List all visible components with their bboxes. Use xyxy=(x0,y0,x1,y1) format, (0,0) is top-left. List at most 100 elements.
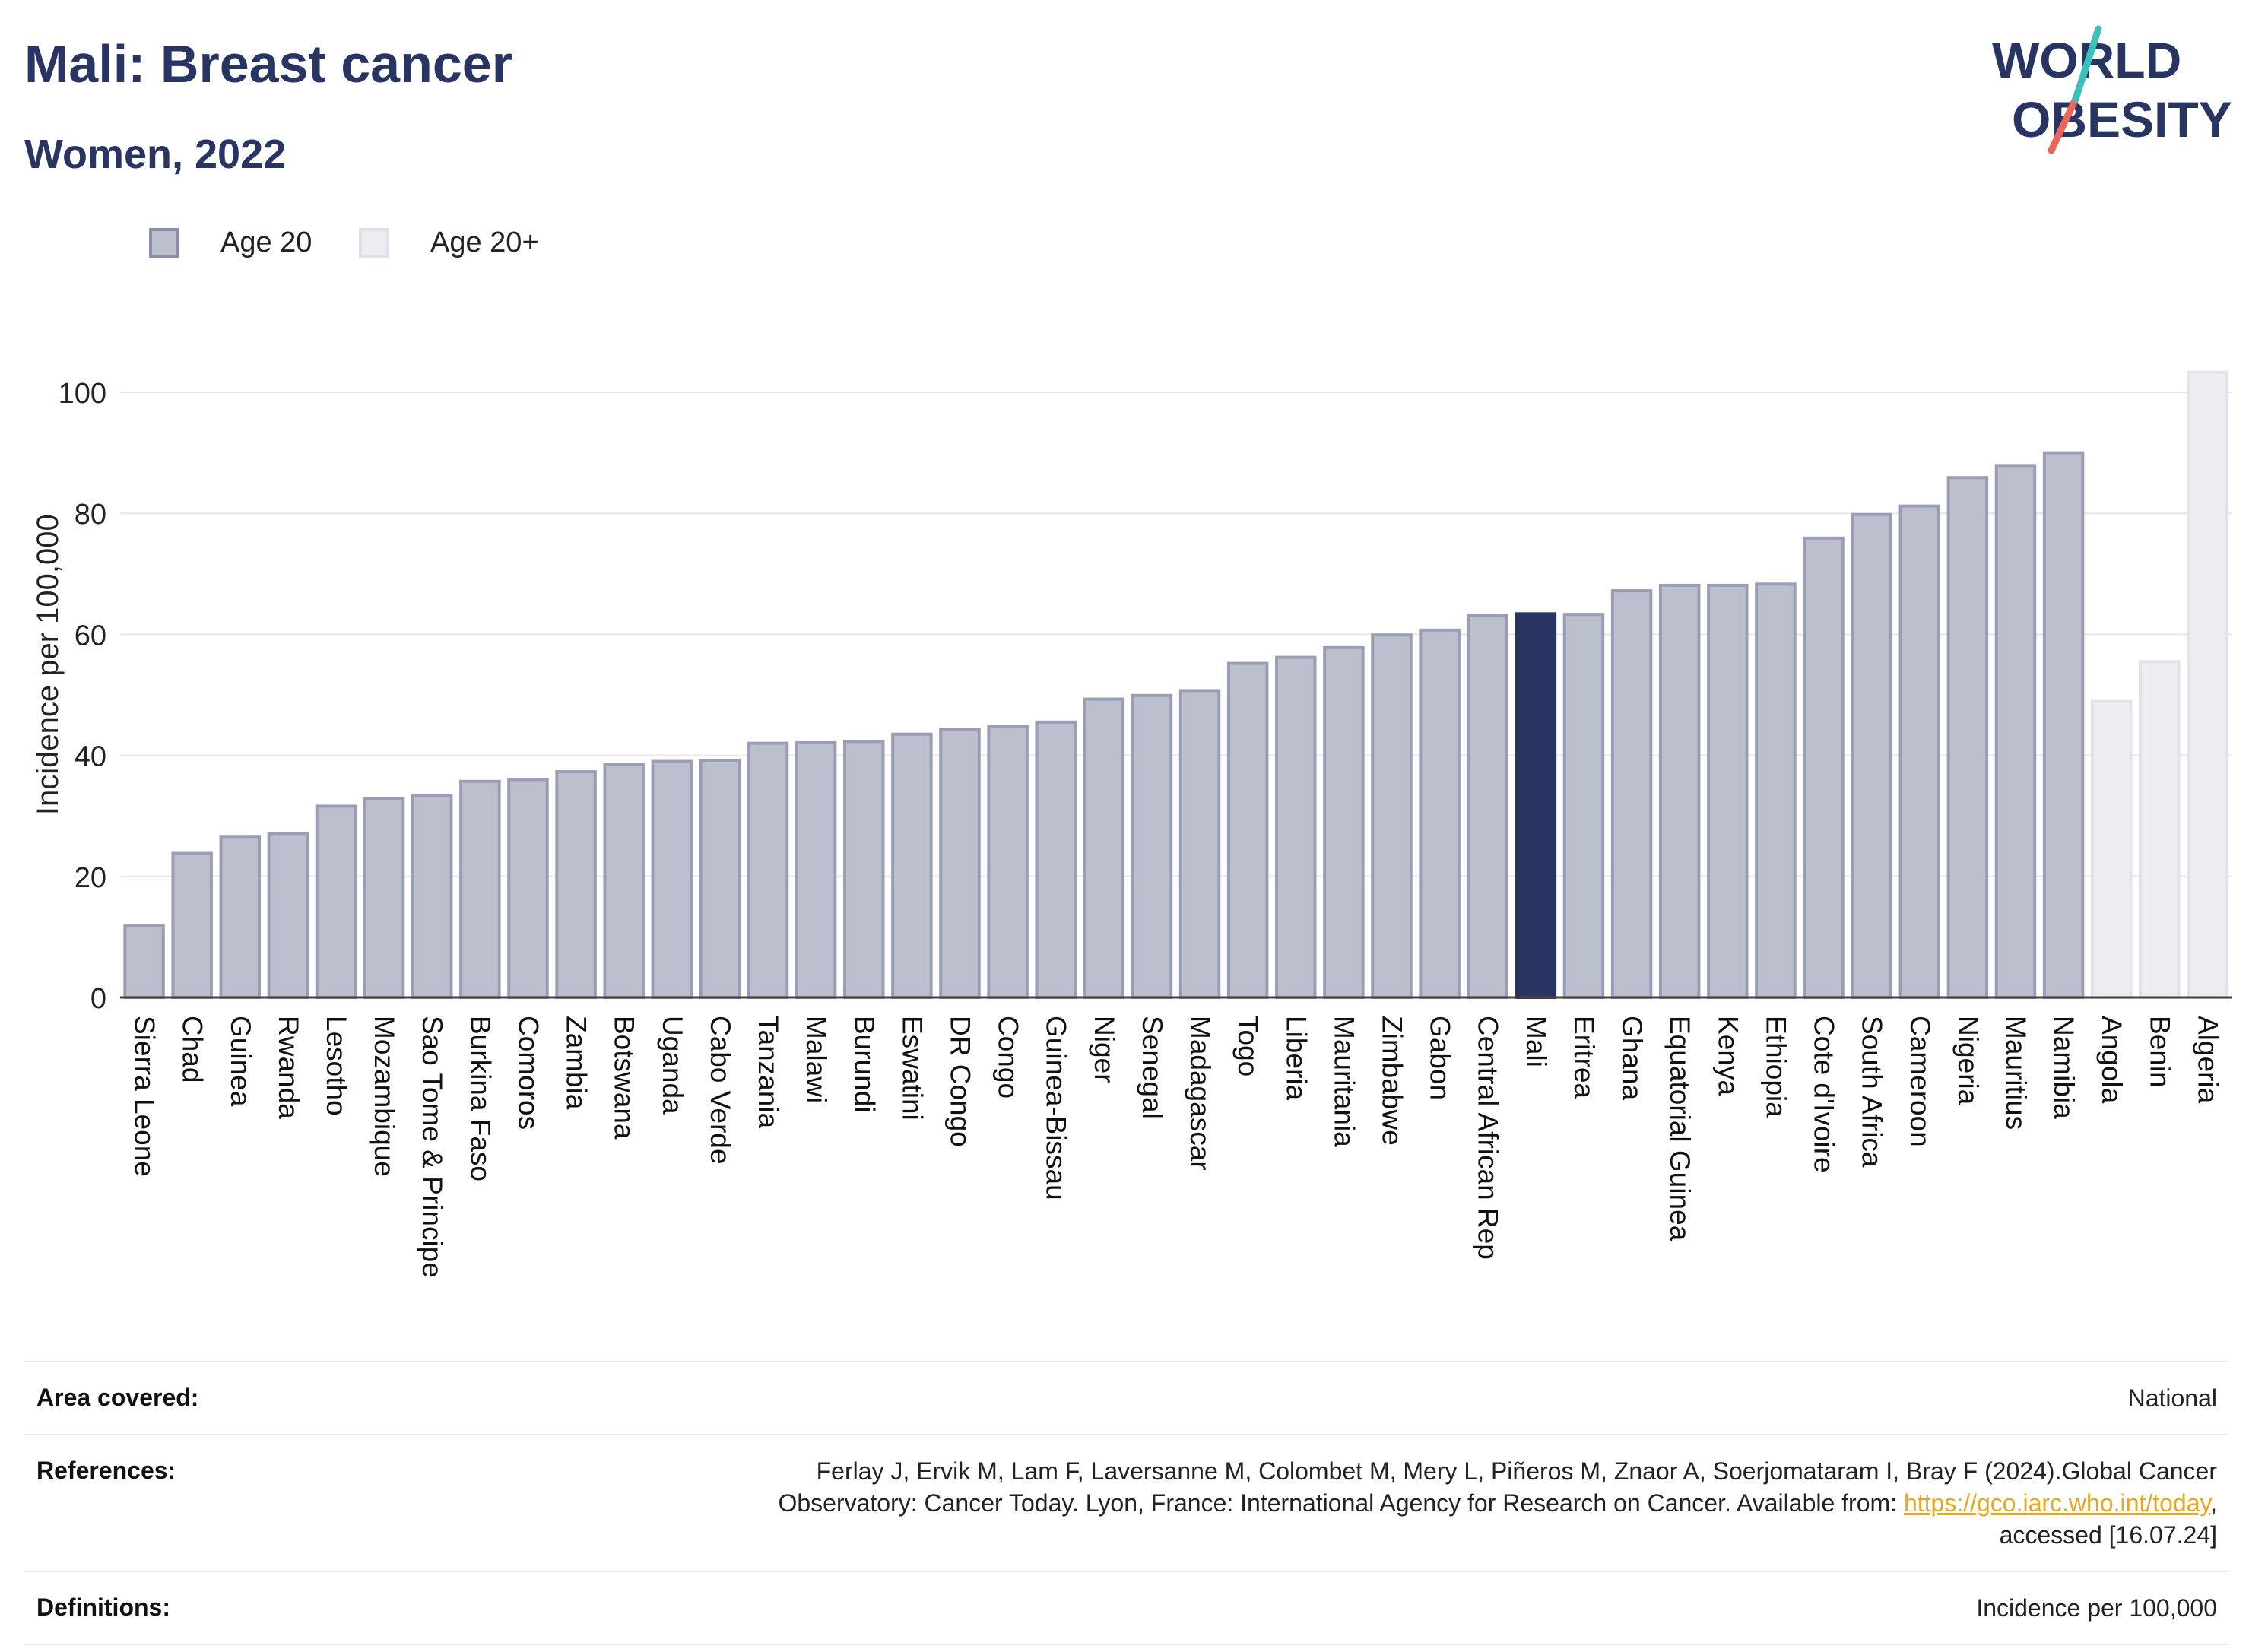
bar-mali[interactable] xyxy=(1515,612,1557,999)
x-tick-label-cameroon: Cameroon xyxy=(1905,1016,1936,1147)
x-tick-label-guinea-bissau: Guinea-Bissau xyxy=(1041,1016,1072,1200)
x-tick-label-gabon: Gabon xyxy=(1425,1016,1456,1100)
x-tick-label-central-african-rep: Central African Rep xyxy=(1473,1016,1504,1260)
bar-burkina-faso[interactable] xyxy=(459,779,501,999)
x-tick-label-chad: Chad xyxy=(177,1016,208,1083)
bar-ethiopia[interactable] xyxy=(1755,582,1797,1000)
y-tick-label-60: 60 xyxy=(75,620,106,652)
reference-line1: Ferlay J, Ervik M, Lam F, Laversanne M, … xyxy=(816,1457,2217,1485)
bar-zambia[interactable] xyxy=(555,770,597,999)
bar-guinea[interactable] xyxy=(219,835,262,999)
definitions-label: Definitions: xyxy=(36,1593,170,1621)
bar-botswana[interactable] xyxy=(603,763,645,999)
bar-central-african-rep[interactable] xyxy=(1467,614,1508,999)
reference-line3: accessed [16.07.24] xyxy=(1999,1521,2217,1549)
bar-madagascar[interactable] xyxy=(1178,689,1221,999)
bar-mauritania[interactable] xyxy=(1323,645,1365,999)
bar-congo[interactable] xyxy=(987,725,1029,1000)
x-tick-label-madagascar: Madagascar xyxy=(1185,1016,1216,1171)
x-tick-label-lesotho: Lesotho xyxy=(321,1016,352,1116)
x-tick-label-cabo-verde: Cabo Verde xyxy=(705,1016,736,1164)
legend-label-age-20: Age 20 xyxy=(220,227,312,258)
bar-equatorial-guinea[interactable] xyxy=(1658,583,1701,999)
bar-ghana[interactable] xyxy=(1610,589,1653,999)
bar-guinea-bissau[interactable] xyxy=(1035,720,1077,999)
area-value: National xyxy=(2127,1384,2217,1412)
y-tick-label-100: 100 xyxy=(59,378,106,410)
bar-sierra-leone[interactable] xyxy=(123,924,165,1000)
info-row-area: Area covered: National xyxy=(24,1361,2229,1434)
info-row-definitions: Definitions: Incidence per 100,000 xyxy=(24,1571,2229,1645)
bar-angola[interactable] xyxy=(2090,699,2133,999)
bar-nigeria[interactable] xyxy=(1946,476,1989,999)
y-tick-label-40: 40 xyxy=(75,741,106,773)
logo-line2: OBESITY xyxy=(2012,91,2232,147)
bar-mozambique[interactable] xyxy=(363,797,405,1000)
bar-cote-d-ivoire[interactable] xyxy=(1803,536,1845,999)
x-tick-label-benin: Benin xyxy=(2144,1016,2175,1088)
bar-dr-congo[interactable] xyxy=(939,728,981,999)
x-tick-label-malawi: Malawi xyxy=(801,1016,832,1103)
bar-senegal[interactable] xyxy=(1131,693,1173,1000)
legend-swatch-age-20-plus xyxy=(359,228,389,258)
y-tick-label-20: 20 xyxy=(75,862,106,894)
bar-namibia[interactable] xyxy=(2042,451,2085,1000)
x-tick-label-south-africa: South Africa xyxy=(1857,1016,1888,1168)
bar-chart: 0 20 40 60 80 100 Sierra Leone Chad Guinea Rwand… xyxy=(31,370,2232,1278)
page-subtitle: Women, 2022 xyxy=(24,132,287,177)
x-tick-label-mali: Mali xyxy=(1521,1016,1552,1067)
x-tick-label-uganda: Uganda xyxy=(657,1016,688,1115)
x-tick-label-eritrea: Eritrea xyxy=(1569,1016,1600,1099)
y-tick-label-80: 80 xyxy=(75,499,106,531)
bar-uganda[interactable] xyxy=(651,759,693,999)
x-tick-label-cote-d-ivoire: Cote d'Ivoire xyxy=(1809,1016,1840,1173)
legend-label-age-20-plus: Age 20+ xyxy=(430,227,539,258)
page-title: Mali: Breast cancer xyxy=(24,34,512,94)
x-tick-label-togo: Togo xyxy=(1232,1016,1264,1076)
bar-kenya[interactable] xyxy=(1707,583,1749,999)
references-label: References: xyxy=(36,1457,176,1484)
x-tick-label-zimbabwe: Zimbabwe xyxy=(1377,1016,1408,1146)
x-tick-label-dr-congo: DR Congo xyxy=(944,1016,975,1147)
x-tick-label-ghana: Ghana xyxy=(1616,1016,1648,1101)
x-tick-label-sierra-leone: Sierra Leone xyxy=(129,1016,160,1177)
x-tick-label-rwanda: Rwanda xyxy=(273,1016,304,1119)
bar-sao-tome-principe[interactable] xyxy=(411,794,453,999)
bar-gabon[interactable] xyxy=(1419,628,1461,999)
references-value: Ferlay J, Ervik M, Lam F, Laversanne M, … xyxy=(778,1457,2217,1549)
bar-malawi[interactable] xyxy=(795,740,837,999)
x-tick-label-comoros: Comoros xyxy=(512,1016,544,1130)
x-tick-label-liberia: Liberia xyxy=(1280,1016,1312,1100)
bar-burundi[interactable] xyxy=(843,740,885,999)
bar-cabo-verde[interactable] xyxy=(699,758,741,1000)
bar-togo[interactable] xyxy=(1226,661,1269,999)
x-tick-label-zambia: Zambia xyxy=(561,1016,592,1110)
bar-mauritius[interactable] xyxy=(1994,464,2037,1000)
bar-benin[interactable] xyxy=(2139,660,2181,999)
world-obesity-logo: WORLD OBESITY xyxy=(1992,25,2232,154)
bar-algeria[interactable] xyxy=(2187,370,2228,1000)
x-tick-label-kenya: Kenya xyxy=(1712,1016,1743,1096)
x-tick-label-niger: Niger xyxy=(1089,1016,1120,1083)
y-axis: 0 20 40 60 80 100 xyxy=(59,378,106,1015)
bar-eritrea[interactable] xyxy=(1562,613,1605,999)
x-tick-label-ethiopia: Ethiopia xyxy=(1760,1016,1791,1118)
bar-chad[interactable] xyxy=(171,851,213,999)
bar-rwanda[interactable] xyxy=(267,832,309,999)
bar-eswatini[interactable] xyxy=(891,732,933,999)
bar-south-africa[interactable] xyxy=(1851,512,1892,999)
bar-comoros[interactable] xyxy=(507,778,549,999)
x-axis: Sierra Leone Chad Guinea Rwanda Lesotho Mozam… xyxy=(120,996,2232,1278)
x-tick-label-burkina-faso: Burkina Faso xyxy=(465,1016,496,1181)
x-tick-label-mauritius: Mauritius xyxy=(2000,1016,2032,1130)
bar-liberia[interactable] xyxy=(1275,655,1317,999)
bar-lesotho[interactable] xyxy=(315,804,357,999)
reference-line2: Observatory: Cancer Today. Lyon, France:… xyxy=(778,1489,1904,1517)
bar-niger[interactable] xyxy=(1083,697,1125,1000)
reference-link[interactable]: https://gco.iarc.who.int/today xyxy=(1903,1489,2211,1517)
area-label: Area covered: xyxy=(36,1384,199,1411)
bar-tanzania[interactable] xyxy=(747,741,789,999)
x-tick-label-mozambique: Mozambique xyxy=(369,1016,400,1177)
bar-zimbabwe[interactable] xyxy=(1371,633,1413,999)
bar-cameroon[interactable] xyxy=(1898,504,1941,999)
